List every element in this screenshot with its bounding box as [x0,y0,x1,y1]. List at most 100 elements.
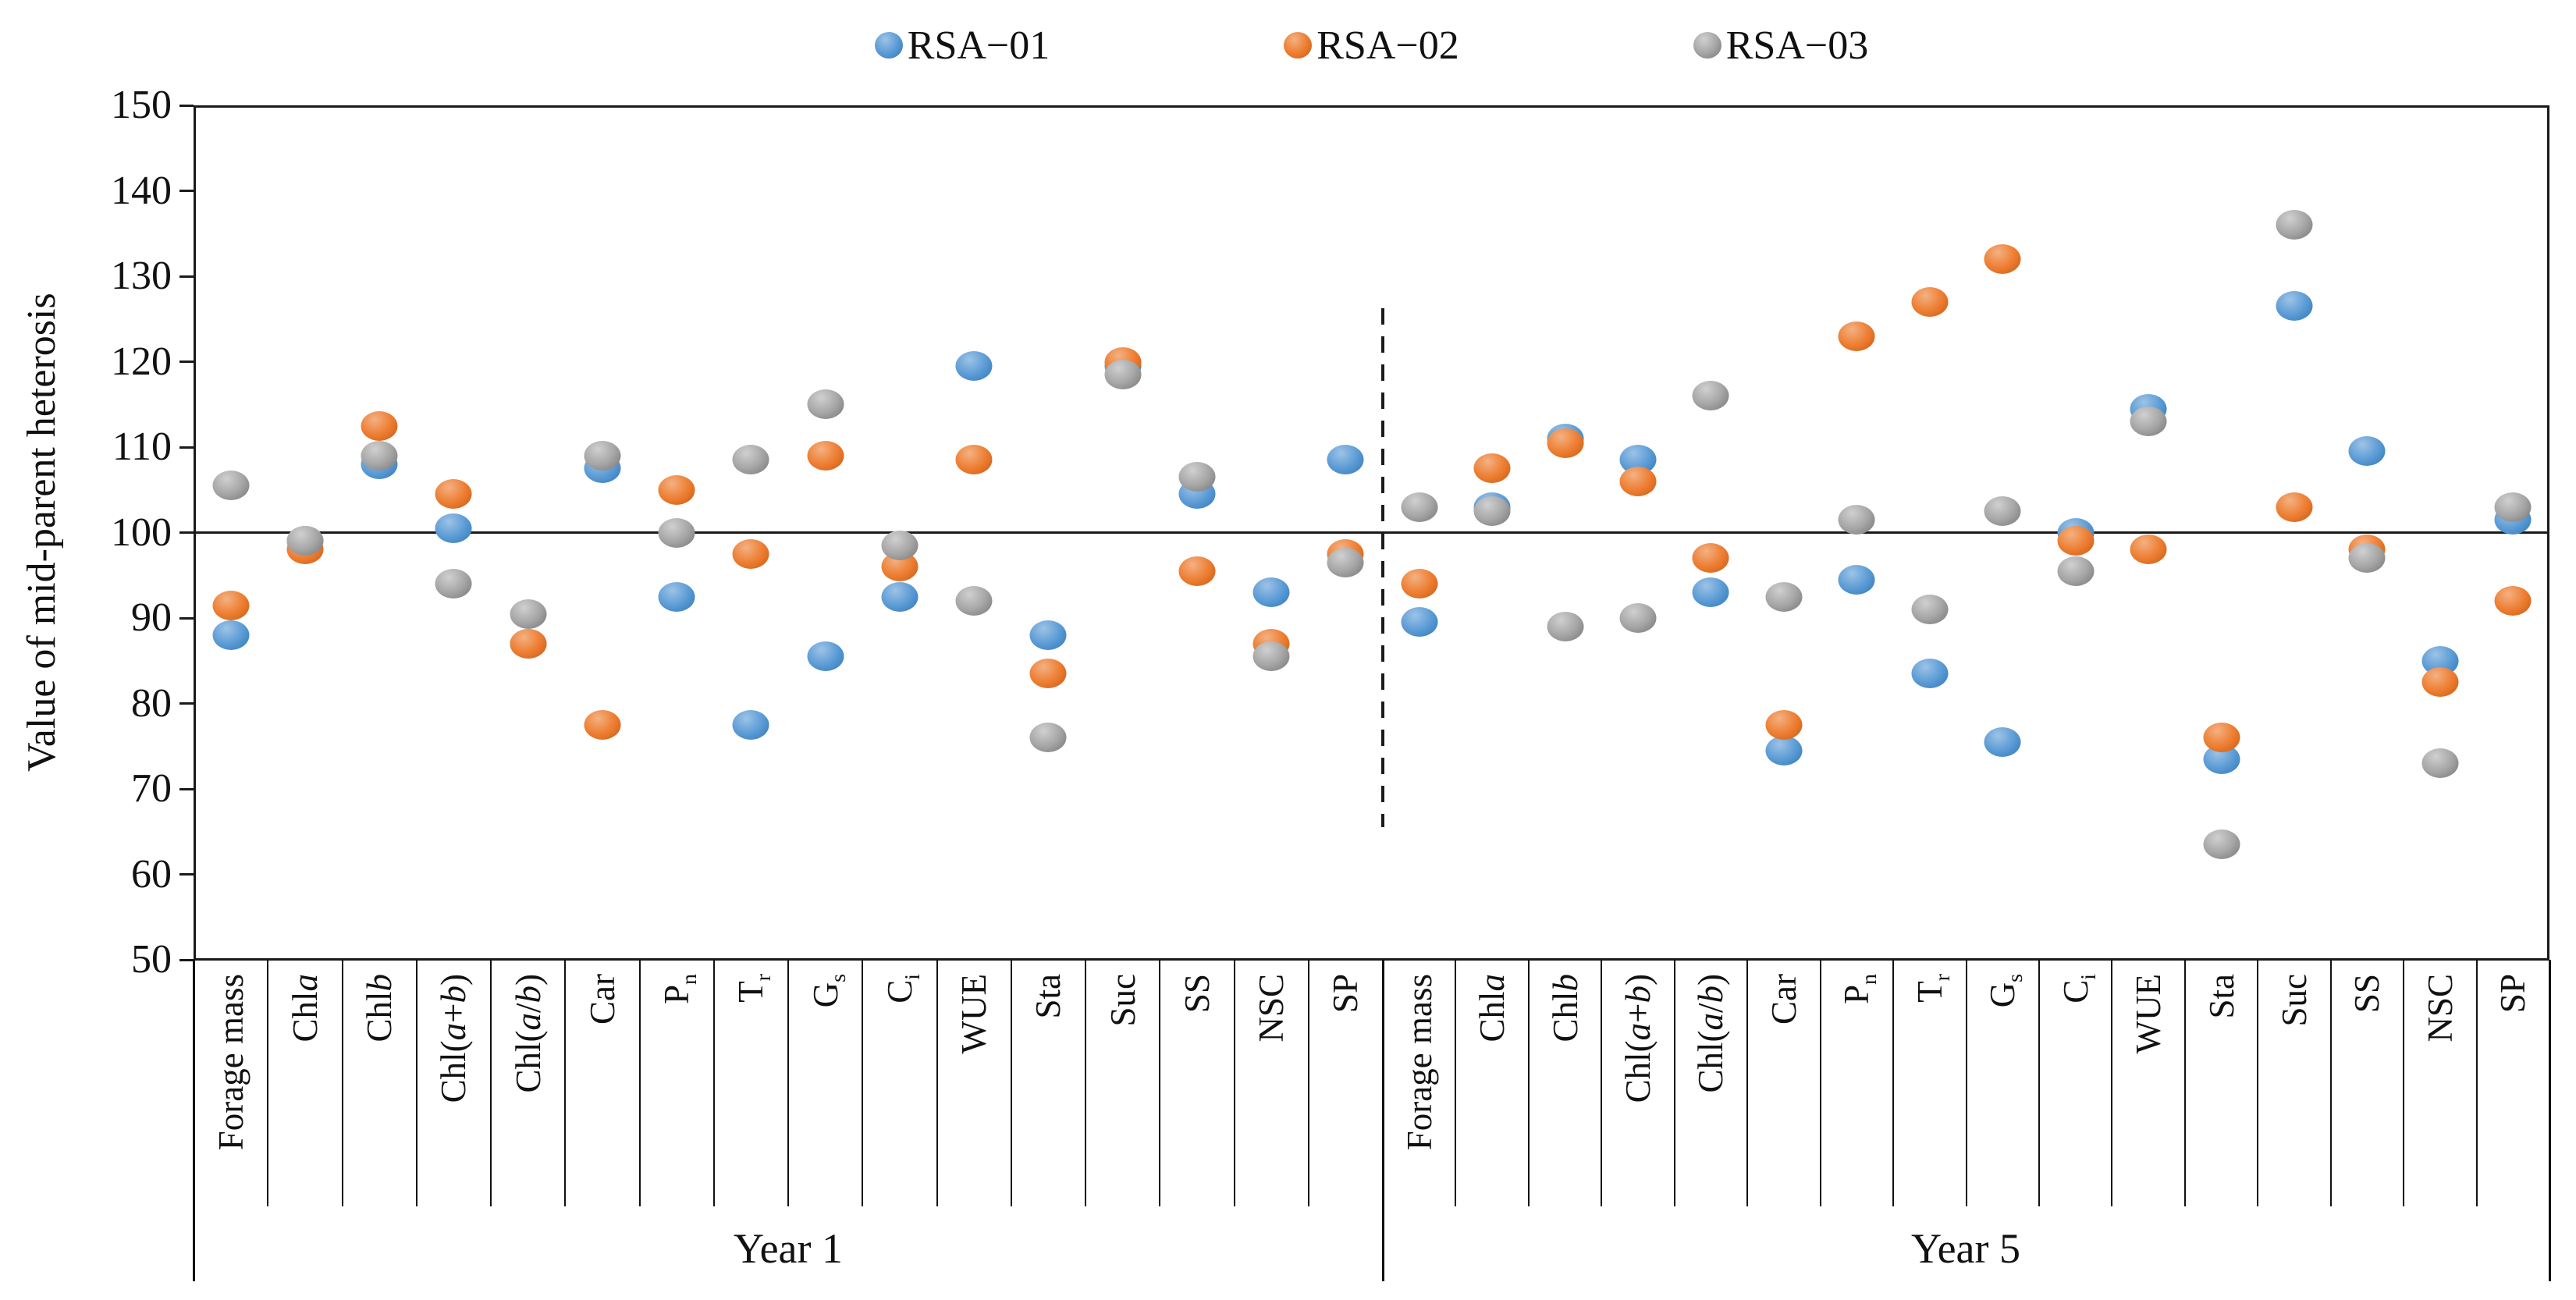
data-point-RSA03-year5-6 [1838,505,1875,535]
category-label: Chl(a/b) [508,974,548,1093]
data-point-RSA02-year1-6 [658,474,695,505]
y-tick-mark [179,616,194,620]
category-separator [267,960,269,1206]
category-label: Sta [2201,974,2241,1019]
data-point-RSA02-year1-0 [212,590,250,620]
category-label: Chlb [1545,974,1585,1042]
category-label: Chla [1473,974,1512,1042]
data-point-RSA02-year1-11 [1029,659,1067,689]
category-separator [1085,960,1086,1206]
legend-marker-icon [1693,32,1721,59]
category-label: WUE [954,974,994,1054]
category-label: Chla [285,974,325,1042]
category-label: Chl(a+b) [1618,974,1658,1103]
y-tick-label: 50 [131,937,172,982]
category-separator [1965,960,1967,1206]
data-point-RSA01-year1-0 [212,620,250,650]
data-point-RSA01-year5-7 [1911,659,1949,689]
data-point-RSA03-year5-2 [1547,611,1584,641]
data-point-RSA02-year5-0 [1401,569,1438,599]
year-divider-dashed [1381,308,1384,827]
data-point-RSA03-year5-11 [2203,829,2240,860]
category-label: Forage mass [1399,974,1439,1151]
data-point-RSA02-year5-12 [2276,492,2313,522]
category-separator [2038,960,2040,1206]
category-label: Gs [1983,974,2028,1008]
data-point-RSA01-year1-9 [881,581,918,612]
data-point-RSA01-year5-8 [1984,726,2021,757]
category-label: Pn [657,974,702,1004]
y-tick-label: 150 [111,83,172,127]
data-point-RSA02-year5-9 [2057,526,2095,556]
plot-border-top [194,105,2549,108]
category-label: Forage mass [211,974,250,1151]
data-point-RSA02-year5-2 [1547,428,1584,458]
data-point-RSA03-year1-12 [1104,359,1142,389]
data-point-RSA02-year1-8 [807,440,844,471]
category-label: Chl(a/b) [1691,974,1731,1093]
data-point-RSA02-year5-8 [1984,244,2021,275]
data-point-RSA01-year1-6 [658,581,695,612]
data-point-RSA03-year5-14 [2421,748,2459,779]
y-tick-label: 90 [131,595,172,640]
category-label: Car [1764,974,1803,1025]
legend-label: RSA−02 [1316,23,1459,68]
category-label: Suc [2274,974,2314,1027]
category-separator [1527,960,1530,1206]
y-tick-label: 140 [111,168,172,213]
data-point-RSA01-year1-7 [732,709,769,740]
data-point-RSA01-year1-3 [435,513,472,544]
data-point-RSA02-year1-5 [584,709,621,740]
data-point-RSA03-year1-3 [435,569,472,599]
y-tick-label: 100 [111,510,172,555]
data-point-RSA02-year5-7 [1911,286,1949,317]
data-point-RSA02-year5-10 [2130,535,2167,565]
y-tick-label: 80 [131,680,172,726]
legend-label: RSA−01 [907,23,1050,68]
data-point-RSA02-year5-11 [2203,723,2240,753]
data-point-RSA03-year5-12 [2276,210,2313,240]
year-1-group-label: Year 1 [733,1225,844,1272]
data-point-RSA01-year5-13 [2348,436,2386,467]
data-point-RSA03-year1-6 [658,517,695,548]
y-tick-mark [179,531,194,534]
category-separator [1819,960,1821,1206]
data-point-RSA03-year1-9 [881,530,918,560]
category-label: Pn [1837,974,1882,1004]
category-separator [638,960,641,1206]
data-point-RSA03-year5-8 [1984,496,2021,527]
legend-marker-icon [1284,32,1313,59]
y-tick-mark [179,958,194,961]
data-point-RSA03-year1-5 [584,440,621,471]
category-separator [2475,960,2478,1206]
data-point-RSA03-year1-8 [807,389,844,420]
data-point-RSA03-year1-7 [732,445,769,475]
category-separator [1601,960,1603,1206]
legend-marker-icon [874,32,903,59]
category-label: SP [1326,974,1366,1014]
y-tick-label: 120 [111,339,172,384]
data-point-RSA01-year5-4 [1692,577,1729,608]
year-separator [2549,960,2551,1281]
category-separator [2403,960,2405,1206]
category-separator [1233,960,1235,1206]
category-label: Suc [1103,974,1142,1027]
category-label: Chl(a+b) [434,974,474,1103]
category-label: Sta [1029,974,1068,1019]
data-point-RSA03-year1-4 [510,598,547,629]
category-separator [936,960,938,1206]
data-point-RSA02-year5-14 [2421,667,2459,698]
data-point-RSA02-year5-5 [1765,709,1803,740]
data-point-RSA02-year1-7 [732,538,769,569]
data-point-RSA03-year5-5 [1765,581,1803,612]
category-label: WUE [2129,974,2169,1054]
data-point-RSA01-year5-0 [1401,607,1438,638]
y-tick-label: 110 [112,424,172,469]
data-point-RSA02-year1-4 [510,628,547,659]
y-tick-mark [179,446,194,449]
data-point-RSA01-year5-5 [1765,735,1803,765]
data-point-RSA01-year5-12 [2276,291,2313,321]
chart-legend: RSA−01 RSA−02 RSA−03 [194,20,2549,70]
x-axis-line [194,958,2549,961]
y-tick-mark [179,190,194,192]
